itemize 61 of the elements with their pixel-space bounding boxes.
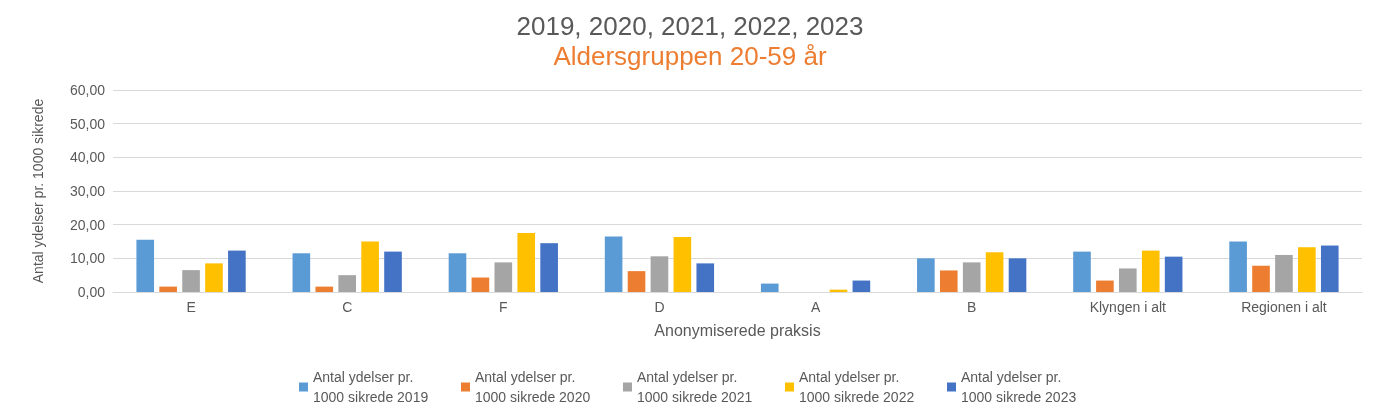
- bar: [939, 270, 958, 292]
- bar: [471, 277, 490, 292]
- bar: [1096, 280, 1114, 292]
- bar: [361, 241, 379, 292]
- bar: [136, 239, 155, 292]
- bar: [760, 283, 779, 292]
- chart-title: 2019, 2020, 2021, 2022, 2023: [516, 11, 864, 41]
- chart-subtitle: Aldersgruppen 20-59 år: [553, 41, 827, 71]
- bar: [517, 233, 536, 292]
- bar: [1119, 268, 1137, 292]
- legend-label: Antal ydelser pr. 1000 sikrede 2021: [637, 369, 753, 405]
- bar: [182, 270, 200, 292]
- bar: [1275, 254, 1293, 292]
- bar: [540, 243, 558, 292]
- y-axis-title: Antal ydelser pr. 1000 sikrede: [30, 98, 46, 284]
- x-tick-label: F: [499, 299, 508, 315]
- legend-label: Antal ydelser pr. 1000 sikrede 2020: [475, 369, 591, 405]
- legend-label: Antal ydelser pr. 1000 sikrede 2019: [313, 369, 429, 405]
- x-tick-label: Klyngen i alt: [1089, 299, 1167, 315]
- bar: [1252, 265, 1270, 292]
- bar: [1298, 247, 1316, 292]
- bar: [159, 286, 177, 292]
- bar: [205, 263, 223, 292]
- y-tick-label: 0,00: [77, 284, 106, 300]
- y-tick-label: 60,00: [69, 82, 106, 98]
- x-tick-label: Regionen i alt: [1241, 299, 1327, 315]
- bar: [852, 280, 871, 292]
- bar: [1229, 241, 1247, 292]
- legend-label: Antal ydelser pr. 1000 sikrede 2022: [799, 369, 915, 405]
- bar: [1164, 256, 1183, 292]
- x-tick-label: A: [810, 299, 821, 315]
- y-tick-label: 30,00: [69, 183, 106, 199]
- bar: [917, 258, 935, 292]
- y-tick-label: 50,00: [69, 115, 106, 132]
- bar: [673, 237, 692, 292]
- x-tick-label: D: [654, 299, 665, 315]
- bar: [650, 256, 669, 292]
- x-tick-label: E: [186, 299, 196, 315]
- bar: [228, 250, 246, 292]
- y-tick-label: 20,00: [69, 216, 106, 233]
- bar: [384, 251, 402, 292]
- x-tick-label: B: [967, 299, 977, 315]
- bar: [962, 262, 981, 292]
- x-axis-title: Anonymiserede praksis: [654, 321, 821, 339]
- bar: [985, 252, 1004, 292]
- bar: [338, 275, 356, 292]
- x-tick-label: C: [342, 299, 353, 315]
- bar: [292, 253, 311, 292]
- bar: [1008, 258, 1027, 292]
- bar: [1141, 250, 1160, 292]
- bar: [604, 236, 623, 292]
- bar: [1320, 245, 1339, 292]
- bar: [1073, 251, 1091, 292]
- y-tick-label: 40,00: [69, 149, 106, 166]
- bar: [315, 286, 334, 292]
- bar: [494, 262, 513, 292]
- bar: [448, 253, 467, 292]
- bar: [627, 271, 646, 292]
- bar: [696, 263, 715, 292]
- y-tick-label: 10,00: [69, 250, 106, 267]
- legend-label: Antal ydelser pr. 1000 sikrede 2023: [961, 369, 1077, 405]
